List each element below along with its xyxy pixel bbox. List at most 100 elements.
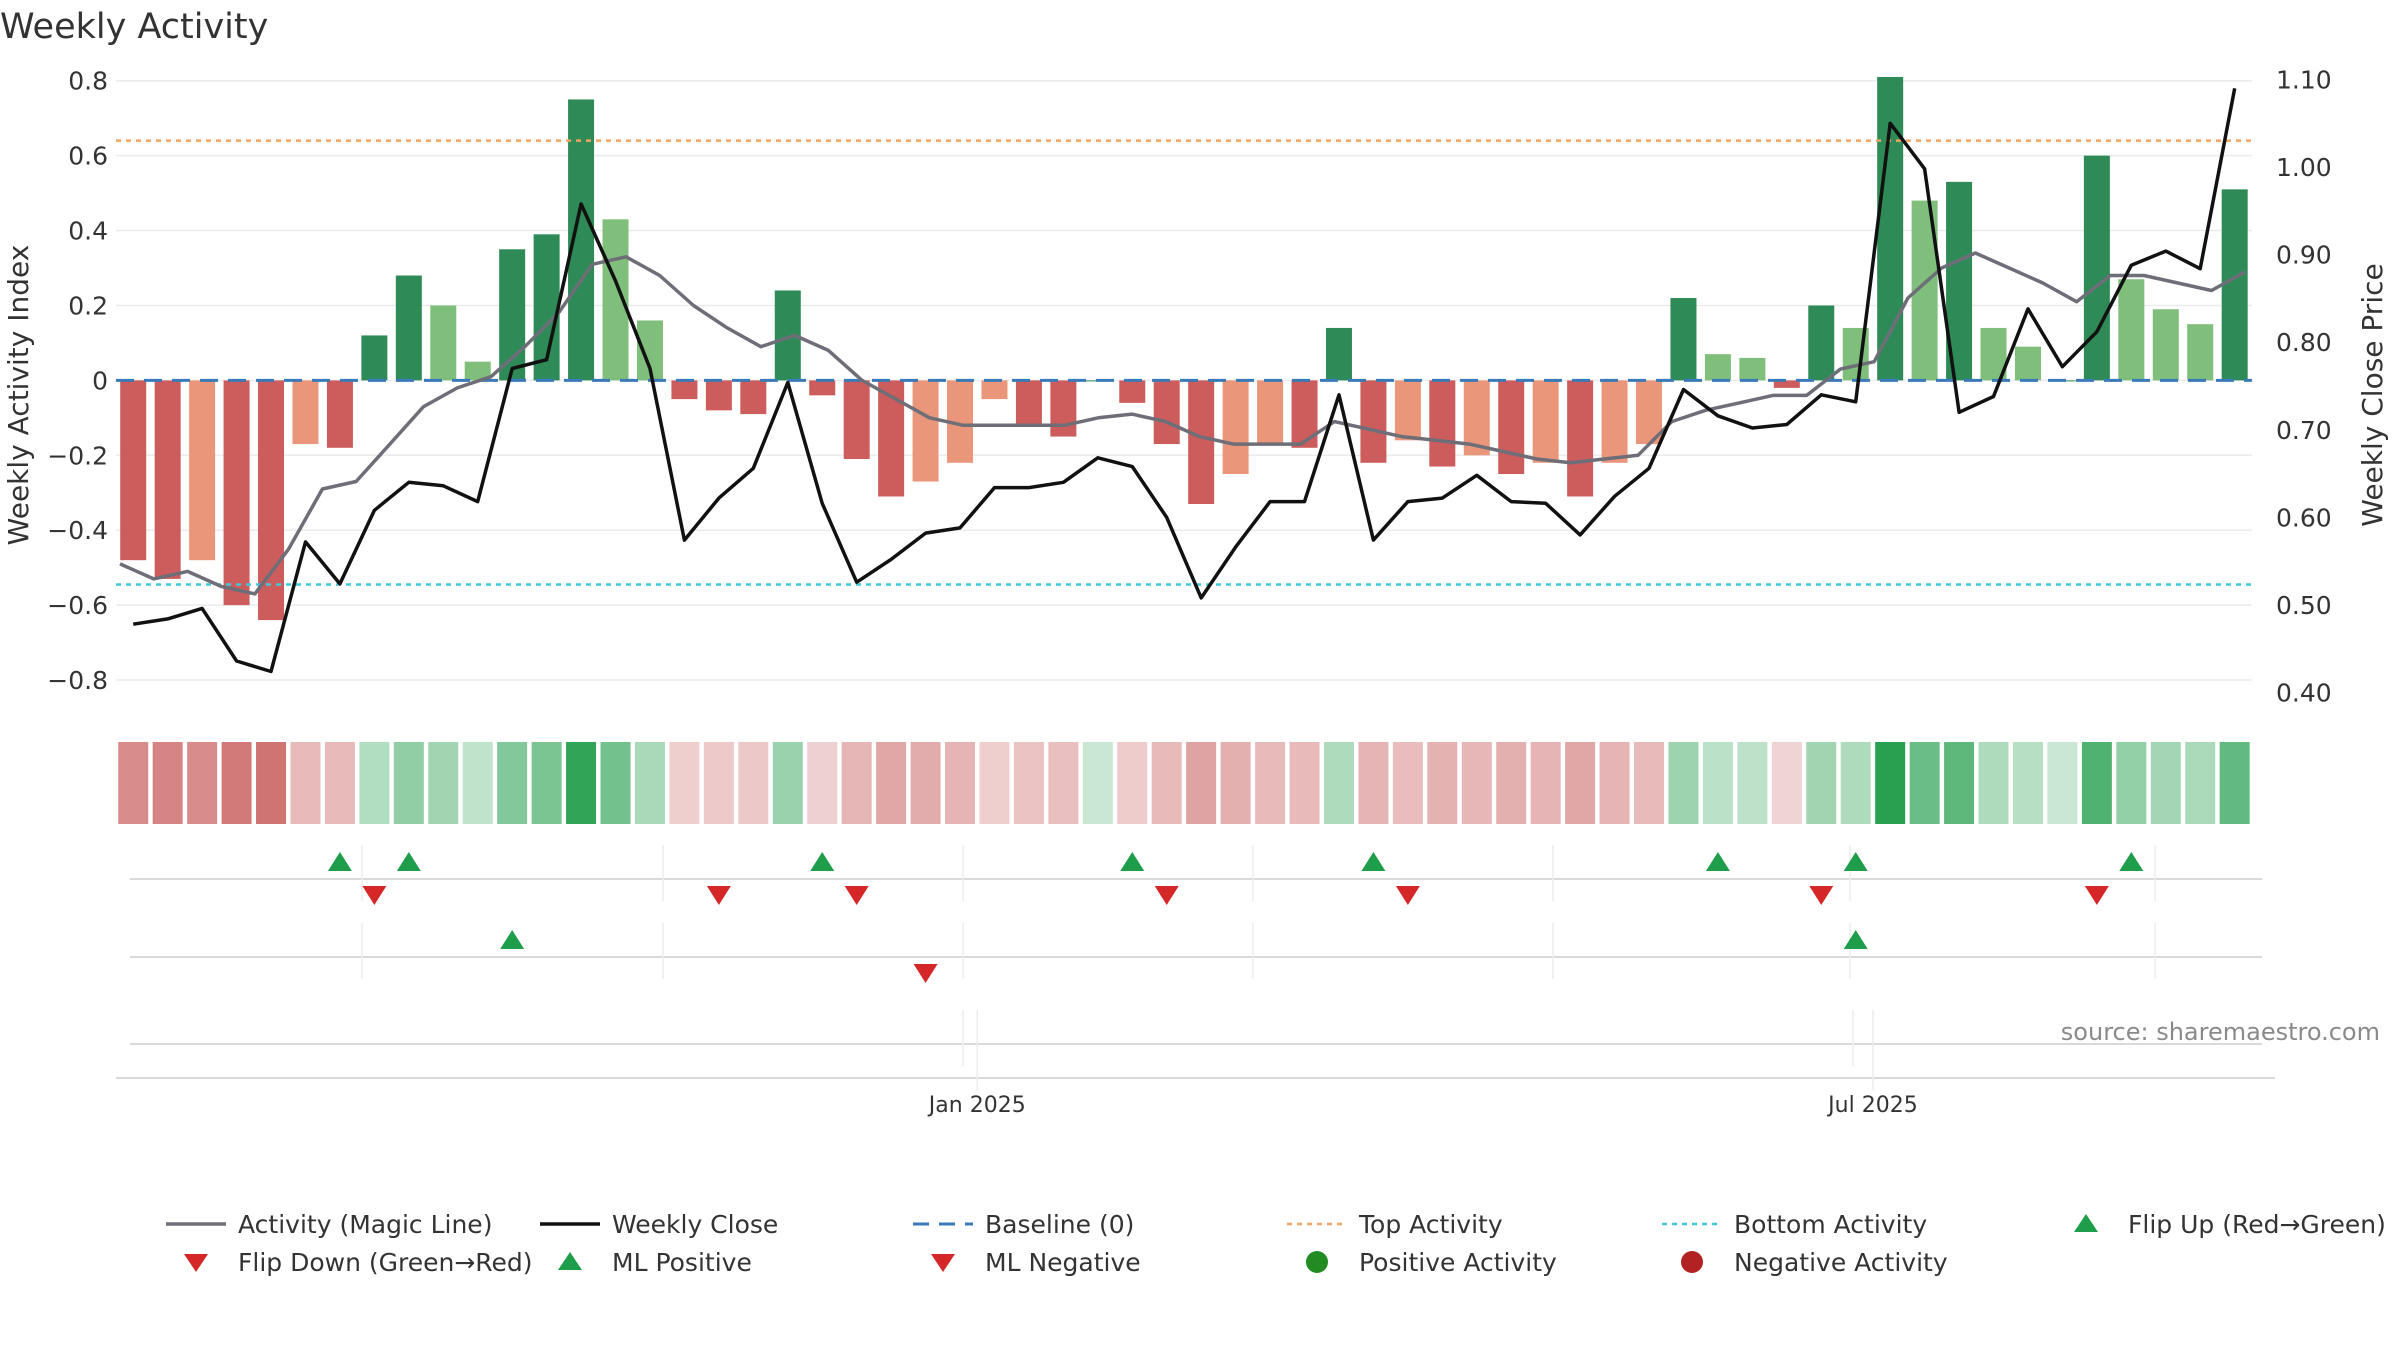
right-tick-label: 0.40: [2276, 678, 2332, 707]
flip-up-marker: [1843, 852, 1868, 871]
activity-bar: [1015, 380, 1042, 426]
activity-bar: [1119, 380, 1146, 403]
left-tick-label: 0: [92, 366, 108, 395]
legend-swatch: [2074, 1214, 2098, 1232]
legend-swatch: [1681, 1251, 1703, 1273]
flip-down-marker: [362, 886, 387, 905]
legend-label: Negative Activity: [1734, 1248, 1948, 1277]
activity-bar: [2014, 346, 2041, 381]
heat-cell: [256, 742, 287, 824]
heat-cell: [2047, 742, 2078, 824]
heat-cell: [1806, 742, 1837, 824]
activity-bar: [1153, 380, 1180, 445]
legend-label: Bottom Activity: [1734, 1210, 1927, 1239]
activity-bar: [705, 380, 732, 411]
heat-cell: [1220, 742, 1251, 824]
activity-bar: [843, 380, 870, 460]
activity-bar: [154, 380, 181, 579]
activity-bar: [120, 380, 147, 561]
activity-bar: [1222, 380, 1249, 475]
heat-cell: [979, 742, 1010, 824]
heat-cell: [1909, 742, 1940, 824]
left-axis-ticks: −0.8 −0.6 −0.4 −0.2 0 0.2 0.4 0.6 0.8: [47, 67, 108, 695]
activity-bar: [1257, 380, 1284, 445]
heat-cell: [669, 742, 700, 824]
heat-cell: [1978, 742, 2009, 824]
heat-cell: [807, 742, 838, 824]
activity-bar: [1188, 380, 1215, 504]
activity-bar: [499, 249, 526, 381]
activity-bar: [2221, 189, 2248, 381]
right-tick-label: 0.70: [2276, 416, 2332, 445]
activity-bar: [1704, 354, 1731, 381]
activity-bar: [361, 335, 388, 381]
heat-cell: [1565, 742, 1596, 824]
heat-cell: [1702, 742, 1733, 824]
activity-bar: [326, 380, 353, 448]
activity-bar: [1773, 380, 1800, 388]
chart-title: Weekly Activity: [0, 7, 268, 47]
heat-cell: [1255, 742, 1286, 824]
heat-cell: [1117, 742, 1148, 824]
heat-cell: [1461, 742, 1492, 824]
flip-up-marker: [1361, 852, 1386, 871]
left-tick-label: 0.8: [68, 67, 108, 96]
activity-bar: [671, 380, 698, 400]
heat-cell: [1875, 742, 1906, 824]
legend-swatch: [558, 1252, 582, 1270]
left-tick-label: 0.4: [68, 217, 108, 246]
heat-cell: [2081, 742, 2112, 824]
activity-bar: [1325, 327, 1352, 381]
activity-bar: [1567, 380, 1594, 497]
legend-label: Positive Activity: [1359, 1248, 1557, 1277]
legend-label: Baseline (0): [985, 1210, 1134, 1239]
heat-cell: [187, 742, 218, 824]
heat-cell: [324, 742, 355, 824]
left-tick-label: −0.4: [47, 516, 108, 545]
heat-cell: [428, 742, 459, 824]
legend-label: ML Positive: [612, 1248, 752, 1277]
heat-cell: [497, 742, 528, 824]
reference-lines: [116, 139, 2252, 586]
heat-cell: [1496, 742, 1527, 824]
activity-bar: [1532, 380, 1559, 463]
right-tick-label: 0.60: [2276, 503, 2332, 532]
flip-down-marker: [1395, 886, 1420, 905]
activity-bar: [1429, 380, 1456, 467]
source-note: source: sharemaestro.com: [2061, 1018, 2380, 1046]
heat-cell: [152, 742, 183, 824]
heat-cell: [703, 742, 734, 824]
heat-cell: [1048, 742, 1079, 824]
heat-cell: [841, 742, 872, 824]
flip-up-marker: [1120, 852, 1145, 871]
heat-cell: [1668, 742, 1699, 824]
left-tick-label: 0.2: [68, 291, 108, 320]
left-tick-label: −0.8: [47, 666, 108, 695]
heat-cell: [738, 742, 769, 824]
activity-bar: [1739, 357, 1766, 381]
left-tick-label: −0.6: [47, 591, 108, 620]
ml-positive-marker: [1843, 930, 1868, 949]
heat-cell: [1151, 742, 1182, 824]
time-axis: Jan 2025 Jul 2025: [116, 1010, 2275, 1118]
legend-label: ML Negative: [985, 1248, 1141, 1277]
activity-bar: [981, 380, 1008, 400]
activity-bar: [1670, 297, 1697, 381]
heat-cell: [945, 742, 976, 824]
heat-cell: [1323, 742, 1354, 824]
right-tick-label: 0.80: [2276, 328, 2332, 357]
signal-markers: [130, 845, 2262, 1066]
activity-bar: [2083, 155, 2110, 381]
heat-cell: [1358, 742, 1389, 824]
activity-bar: [1050, 380, 1077, 437]
legend: Activity (Magic Line) Weekly Close Baselin…: [166, 1210, 2386, 1277]
activity-bar: [1808, 305, 1835, 381]
left-tick-label: −0.2: [47, 441, 108, 470]
heat-cell: [876, 742, 907, 824]
activity-bar: [2118, 279, 2145, 381]
activity-bar: [912, 380, 939, 482]
flip-up-marker: [810, 852, 835, 871]
heat-cell: [531, 742, 562, 824]
heat-cell: [1392, 742, 1423, 824]
